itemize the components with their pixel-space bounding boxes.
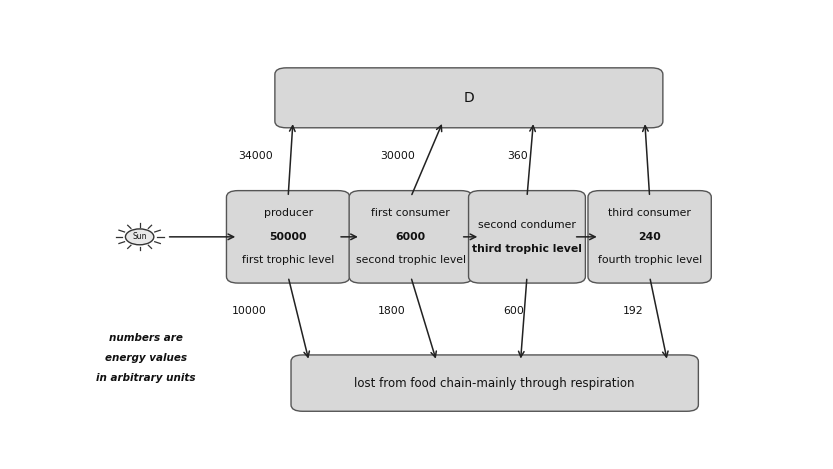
- Text: energy values: energy values: [105, 353, 187, 363]
- Text: second trophic level: second trophic level: [356, 255, 466, 265]
- Text: in arbitrary units: in arbitrary units: [97, 373, 196, 383]
- Text: first consumer: first consumer: [372, 208, 450, 219]
- FancyBboxPatch shape: [349, 190, 472, 283]
- Text: 10000: 10000: [232, 306, 267, 316]
- Text: lost from food chain-mainly through respiration: lost from food chain-mainly through resp…: [355, 377, 635, 390]
- FancyBboxPatch shape: [291, 355, 698, 411]
- FancyBboxPatch shape: [275, 68, 663, 128]
- Text: third consumer: third consumer: [608, 208, 691, 219]
- Text: 34000: 34000: [238, 151, 273, 160]
- Text: 360: 360: [507, 151, 527, 160]
- Text: first trophic level: first trophic level: [242, 255, 334, 265]
- Text: 6000: 6000: [396, 232, 426, 242]
- Text: 1800: 1800: [377, 306, 406, 316]
- FancyBboxPatch shape: [468, 190, 586, 283]
- Text: second condumer: second condumer: [478, 220, 576, 230]
- Text: D: D: [463, 91, 474, 105]
- Text: 50000: 50000: [269, 232, 307, 242]
- Text: third trophic level: third trophic level: [472, 243, 582, 254]
- FancyBboxPatch shape: [588, 190, 711, 283]
- Text: Sun: Sun: [132, 232, 147, 242]
- Circle shape: [126, 229, 154, 245]
- Text: fourth trophic level: fourth trophic level: [597, 255, 701, 265]
- Text: 600: 600: [504, 306, 525, 316]
- Text: producer: producer: [263, 208, 312, 219]
- Text: 30000: 30000: [381, 151, 416, 160]
- FancyBboxPatch shape: [227, 190, 350, 283]
- Text: 192: 192: [623, 306, 644, 316]
- Text: numbers are: numbers are: [109, 333, 183, 343]
- Text: 240: 240: [638, 232, 661, 242]
